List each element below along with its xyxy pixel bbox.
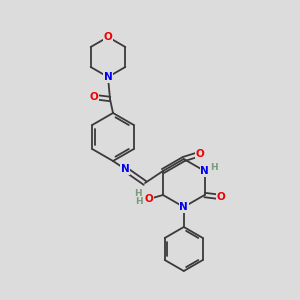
Text: H: H	[210, 164, 218, 172]
Text: O: O	[103, 32, 112, 42]
Text: O: O	[216, 192, 225, 202]
Text: O: O	[90, 92, 98, 102]
Text: N: N	[200, 166, 209, 176]
Text: N: N	[103, 72, 112, 82]
Text: H: H	[135, 197, 143, 206]
Text: O: O	[145, 194, 153, 204]
Text: N: N	[121, 164, 129, 174]
Text: H: H	[134, 188, 142, 197]
Text: N: N	[179, 202, 188, 212]
Text: O: O	[195, 149, 204, 159]
